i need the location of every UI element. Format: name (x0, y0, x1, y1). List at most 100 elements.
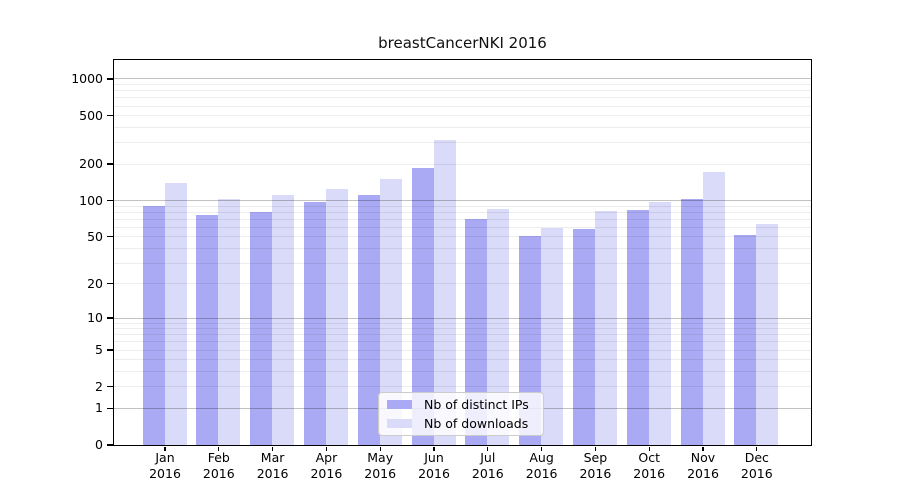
y-tick (106, 199, 113, 202)
x-tick (487, 446, 489, 451)
gridline-minor (113, 341, 811, 343)
bar-downloads (648, 201, 671, 445)
legend-swatch-distinct-ips (387, 400, 412, 409)
y-tick-label: 0 (95, 437, 103, 452)
bar-downloads (487, 209, 510, 445)
gridline-minor (113, 211, 811, 213)
gridline-minor (113, 105, 811, 107)
y-tick (106, 163, 113, 165)
bar-distinct-ips (411, 167, 434, 445)
y-tick-label: 5 (95, 342, 103, 358)
gridline-minor (113, 328, 811, 330)
bar-downloads (594, 211, 617, 445)
x-tick (648, 446, 650, 451)
y-tick-label: 1 (95, 400, 103, 416)
bar-downloads (756, 224, 779, 445)
bar-downloads (702, 172, 725, 445)
y-tick-label: 100 (79, 192, 103, 208)
bar-downloads (218, 198, 241, 445)
gridline-minor (113, 226, 811, 228)
x-tick (218, 446, 220, 451)
legend-item-downloads: Nb of downloads (387, 414, 535, 433)
legend-label-distinct-ips: Nb of distinct IPs (424, 397, 529, 412)
bar-downloads (164, 183, 187, 445)
x-tick-label: Nov 2016 (687, 450, 719, 481)
bar-distinct-ips (465, 218, 488, 445)
y-tick-label: 2 (95, 378, 103, 394)
x-tick (164, 446, 166, 451)
x-tick (433, 446, 435, 451)
y-tick (106, 349, 113, 351)
x-tick-label: Jan 2016 (149, 450, 181, 481)
gridline-minor (113, 371, 811, 372)
y-tick (106, 444, 113, 446)
chart-title: breastCancerNKI 2016 (378, 34, 547, 52)
y-tick (106, 317, 113, 319)
x-tick-label: Feb 2016 (202, 450, 235, 481)
x-tick-label: Oct 2016 (633, 450, 666, 481)
x-tick-label: Dec 2016 (740, 450, 773, 481)
gridline-minor (113, 115, 811, 117)
gridline-minor (113, 334, 811, 336)
legend-label-downloads: Nb of downloads (424, 416, 529, 431)
gridline-minor (113, 84, 811, 85)
y-tick-label: 10 (87, 310, 103, 325)
gridline-minor (113, 97, 811, 99)
x-tick (702, 446, 704, 451)
x-tick-label: Mar 2016 (256, 450, 289, 481)
y-tick (106, 114, 113, 117)
gridline-minor (113, 205, 811, 207)
x-tick-label: Apr 2016 (310, 450, 343, 481)
gridline-minor (113, 262, 811, 264)
bar-downloads (272, 195, 295, 445)
bar-distinct-ips (572, 229, 595, 445)
bar-distinct-ips (142, 205, 165, 445)
bar-distinct-ips (250, 211, 273, 445)
bar-distinct-ips (303, 201, 326, 445)
gridline-minor (113, 349, 811, 351)
gridline-minor (113, 283, 811, 285)
gridline-minor (113, 163, 811, 165)
x-tick-label: Jun 2016 (418, 450, 450, 481)
gridline-minor (113, 90, 811, 92)
gridline-minor (113, 322, 811, 324)
x-tick (594, 446, 597, 451)
legend-item-distinct-ips: Nb of distinct IPs (387, 395, 535, 414)
y-tick (106, 236, 113, 238)
bar-downloads (433, 140, 456, 445)
x-tick (271, 446, 274, 451)
gridline-major (113, 200, 811, 201)
bar-distinct-ips (357, 195, 380, 445)
gridline-minor (113, 247, 811, 249)
gridline-major (113, 78, 811, 80)
bar-downloads (325, 188, 348, 445)
y-tick-label: 1000 (71, 70, 103, 86)
gridline-minor (113, 359, 811, 361)
y-tick-label: 20 (87, 275, 103, 291)
bar-distinct-ips (626, 209, 649, 445)
y-tick-label: 500 (79, 107, 103, 123)
legend: Nb of distinct IPs Nb of downloads (378, 392, 544, 436)
gridline-minor (113, 236, 811, 238)
bar-distinct-ips (196, 215, 219, 445)
x-tick-label: Aug 2016 (525, 450, 558, 481)
bar-downloads (541, 227, 564, 445)
gridline-minor (113, 218, 811, 220)
plot-area (112, 58, 812, 446)
x-tick (540, 446, 543, 451)
y-tick (106, 407, 113, 409)
x-tick (756, 446, 758, 451)
gridline-minor (113, 386, 811, 388)
gridline-minor (113, 142, 811, 144)
y-tick-label: 200 (79, 156, 103, 171)
y-tick-label: 50 (87, 228, 103, 244)
y-tick (106, 386, 113, 388)
y-tick (106, 78, 113, 80)
x-tick (325, 446, 328, 451)
legend-swatch-downloads (387, 419, 412, 428)
x-tick-label: May 2016 (364, 450, 397, 481)
bar-distinct-ips (734, 235, 757, 445)
x-tick (379, 446, 381, 451)
gridline-minor (113, 126, 811, 128)
